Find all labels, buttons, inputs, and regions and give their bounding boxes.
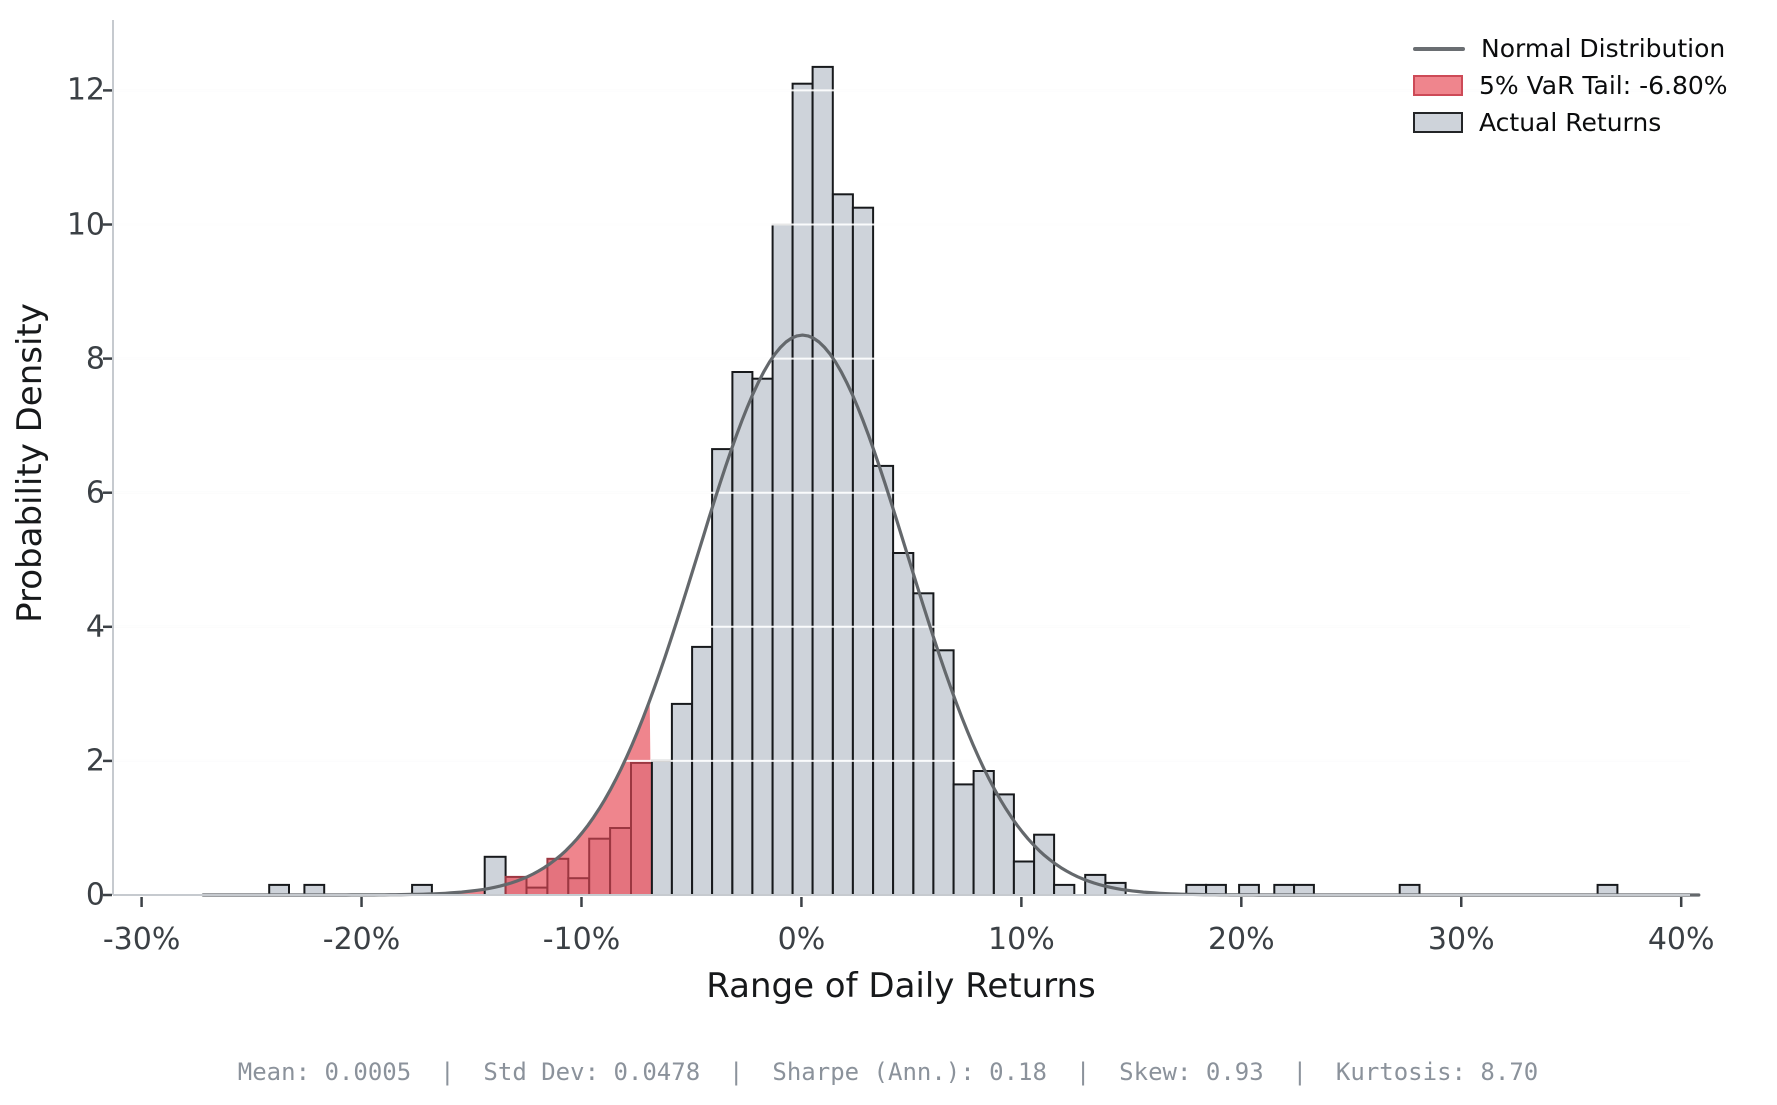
x-tick-label: 30% (1427, 922, 1495, 957)
y-tick-label: 8 (85, 341, 105, 377)
legend-item: Actual Returns (1413, 108, 1728, 137)
histogram-bar (771, 223, 794, 896)
histogram-bar (952, 783, 975, 897)
histogram-bar (1012, 860, 1036, 896)
histogram-bar (831, 193, 854, 897)
legend-line-swatch (1413, 46, 1465, 51)
legend: Normal Distribution 5% VaR Tail: -6.80% Ac… (1413, 34, 1728, 137)
legend-item: 5% VaR Tail: -6.80% (1413, 71, 1728, 100)
histogram-bar (751, 377, 774, 896)
x-tick-label: -30% (102, 922, 181, 957)
y-tick-label: 4 (85, 609, 105, 645)
x-tick-label: 20% (1207, 922, 1275, 957)
legend-patch-swatch (1413, 112, 1463, 133)
x-tick-label: 0% (777, 922, 826, 957)
histogram-bar (972, 770, 995, 896)
histogram-bar (912, 592, 935, 896)
legend-item: Normal Distribution (1413, 34, 1728, 63)
y-tick-label: 10 (66, 207, 105, 242)
histogram-bar (1033, 833, 1056, 897)
axes (103, 20, 1690, 907)
histogram-bar (791, 82, 814, 896)
x-tick-label: 40% (1647, 922, 1715, 957)
histogram-bar (892, 552, 915, 896)
histogram-bar (851, 206, 875, 896)
histogram-bar (872, 464, 895, 896)
tail-bar (525, 886, 549, 896)
histogram-bar (691, 645, 714, 897)
histogram-bar (670, 702, 694, 897)
x-tick-label: -10% (542, 922, 621, 957)
y-axis-label: Probability Density (10, 303, 50, 623)
legend-label: Normal Distribution (1481, 34, 1726, 63)
histogram-bar (650, 759, 673, 897)
tail-bar (588, 837, 612, 897)
y-tick-label: 12 (66, 72, 105, 108)
x-tick-label: -20% (322, 922, 401, 957)
tail-bar (609, 827, 632, 896)
stats-footer: Mean: 0.0005 | Std Dev: 0.0478 | Sharpe … (237, 1058, 1539, 1086)
histogram-bar (731, 371, 754, 896)
histogram-bar (992, 793, 1015, 897)
legend-label: Actual Returns (1479, 108, 1662, 137)
y-tick-label: 0 (85, 877, 105, 913)
histogram-bars (268, 65, 1619, 897)
legend-label: 5% VaR Tail: -6.80% (1479, 71, 1728, 100)
y-tick-label: 2 (85, 743, 105, 779)
tail-bar (630, 761, 653, 897)
legend-patch-swatch (1413, 75, 1463, 96)
histogram-bar (1053, 883, 1076, 897)
tail-bar (567, 877, 591, 897)
x-axis-label: Range of Daily Returns (706, 966, 1096, 1006)
y-tick-label: 6 (85, 475, 105, 511)
histogram-bar (811, 65, 834, 896)
x-tick-label: 10% (988, 922, 1055, 957)
histogram-bar (711, 448, 734, 896)
